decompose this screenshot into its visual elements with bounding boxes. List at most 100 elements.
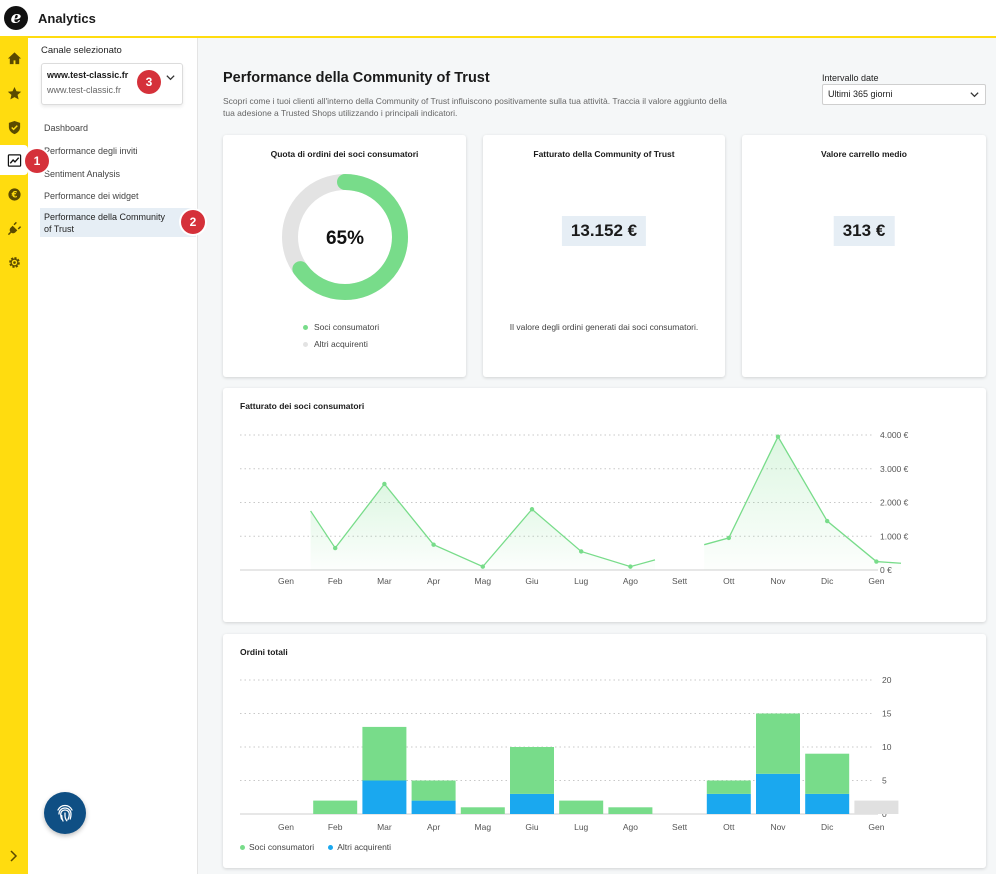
analytics-chart-icon[interactable] — [0, 145, 28, 175]
kpi-value: 313 € — [833, 216, 895, 246]
legend-members: Soci consumatori — [303, 322, 379, 332]
coin-icon[interactable]: € — [0, 179, 28, 209]
card-title: Fatturato della Community of Trust — [533, 149, 675, 159]
bar-segment — [756, 713, 800, 774]
data-point — [726, 535, 731, 541]
y-tick-label: 5 — [882, 776, 887, 786]
gear-icon[interactable] — [0, 247, 28, 277]
trusted-shops-logo[interactable]: e — [4, 6, 28, 30]
bar-chart-legend: Soci consumatori Altri acquirenti — [240, 842, 405, 852]
bar-segment — [805, 793, 850, 814]
legend-dot — [303, 341, 308, 347]
step-badge-1: 1 — [25, 149, 49, 173]
bar-segment — [510, 747, 554, 794]
donut-slice-members — [282, 174, 408, 300]
shield-check-icon[interactable] — [0, 112, 28, 142]
bar-segment — [510, 793, 554, 814]
x-tick-label: Feb — [328, 576, 343, 586]
x-tick-label: Lug — [574, 576, 588, 586]
card-average-cart: Valore carrello medio 313 € — [742, 135, 986, 377]
donut-center-value: 65% — [326, 228, 364, 249]
legend-members: Soci consumatori — [240, 842, 314, 852]
plug-icon[interactable] — [0, 213, 28, 243]
x-tick-label: Giu — [525, 822, 539, 832]
bar-segment — [411, 780, 456, 801]
subnav-item-dashboard[interactable]: Dashboard — [44, 123, 89, 133]
channel-select[interactable]: www.test-classic.fr www.test-classic.fr — [41, 63, 183, 105]
bar-segment — [805, 753, 850, 794]
page-title: Performance della Community of Trust — [223, 70, 490, 86]
data-point — [628, 564, 633, 569]
subnav-item-sentiment[interactable]: Sentiment Analysis — [44, 169, 121, 179]
x-tick-label: Mar — [377, 822, 392, 832]
legend-others: Altri acquirenti — [328, 842, 391, 852]
card-title: Valore carrello medio — [821, 149, 907, 159]
data-point — [579, 549, 584, 554]
y-tick-label: 2.000 € — [880, 498, 909, 508]
bar-segment — [706, 793, 751, 814]
x-tick-label: Gen — [868, 822, 884, 832]
chart-title: Fatturato dei soci consumatori — [240, 401, 365, 411]
legend-label: Altri acquirenti — [314, 339, 368, 349]
data-point — [529, 507, 535, 512]
legend-label: Soci consumatori — [249, 842, 315, 852]
bar-segment — [362, 726, 407, 781]
main-nav-rail: € — [0, 38, 28, 874]
bar-segment — [756, 773, 800, 814]
date-range-value: Ultimi 365 giorni — [828, 89, 893, 99]
kpi-note: Il valore degli ordini generati dai soci… — [509, 322, 699, 332]
top-bar: e Analytics — [0, 0, 996, 38]
line-chart: 0 €1.000 €2.000 €3.000 €4.000 €GenFebMar… — [240, 430, 909, 586]
bar-segment — [460, 807, 505, 814]
data-point — [480, 564, 485, 569]
legend-dot — [303, 324, 308, 330]
x-tick-label: Sett — [672, 822, 688, 832]
x-tick-label: Ago — [623, 576, 638, 586]
card-total-orders-chart: Ordini totali 05101520GenFebMarAprMagGiu… — [223, 634, 986, 868]
x-tick-label: Feb — [328, 822, 343, 832]
data-point — [874, 559, 879, 564]
x-tick-label: Gen — [278, 576, 294, 586]
x-tick-label: Lug — [574, 822, 588, 832]
card-title: Quota di ordini dei soci consumatori — [270, 149, 419, 159]
x-tick-label: Nov — [770, 822, 786, 832]
bar-segment — [854, 800, 899, 814]
x-tick-label: Gen — [868, 576, 884, 586]
subnav-item-widgets[interactable]: Performance dei widget — [44, 191, 139, 201]
chart-title: Ordini totali — [240, 647, 288, 657]
subnav-item-invites[interactable]: Performance degli inviti — [44, 146, 138, 156]
x-tick-label: Giu — [525, 576, 539, 586]
legend-dot — [240, 844, 245, 850]
fingerprint-icon — [57, 804, 73, 822]
chevron-down-icon — [166, 75, 175, 81]
x-tick-label: Dic — [821, 576, 834, 586]
channel-selected-name: www.test-classic.fr — [47, 70, 129, 80]
home-icon[interactable] — [0, 43, 28, 73]
x-tick-label: Dic — [821, 822, 834, 832]
date-range-select[interactable]: Ultimi 365 giorni — [822, 84, 986, 105]
line-segment-2 — [704, 435, 902, 564]
y-tick-label: 20 — [882, 675, 892, 685]
x-tick-label: Ago — [623, 822, 638, 832]
star-icon[interactable] — [0, 78, 28, 108]
step-badge-2: 2 — [181, 210, 205, 234]
x-tick-label: Mag — [475, 576, 492, 586]
channel-label: Canale selezionato — [41, 45, 122, 56]
expand-chevron-icon[interactable] — [8, 850, 19, 865]
app-title: Analytics — [38, 10, 96, 26]
page-description: Scopri come i tuoi clienti all'interno d… — [223, 96, 727, 118]
data-point — [775, 434, 781, 439]
legend-dot — [328, 844, 334, 850]
kpi-value: 13.152 € — [561, 216, 647, 246]
subnav-item-community-of-trust[interactable]: Performance della Community of Trust — [40, 208, 196, 237]
data-point — [382, 481, 387, 487]
bar-segment — [411, 800, 456, 814]
fingerprint-button[interactable] — [44, 792, 86, 834]
y-tick-label: 3.000 € — [880, 464, 909, 474]
main-content: Performance della Community of Trust Sco… — [199, 38, 996, 874]
x-tick-label: Nov — [770, 576, 786, 586]
legend-others: Altri acquirenti — [303, 339, 368, 349]
y-tick-label: 10 — [882, 742, 892, 752]
legend-label: Altri acquirenti — [337, 842, 392, 852]
card-member-order-share: Quota di ordini dei soci consumatori 65%… — [223, 135, 466, 377]
